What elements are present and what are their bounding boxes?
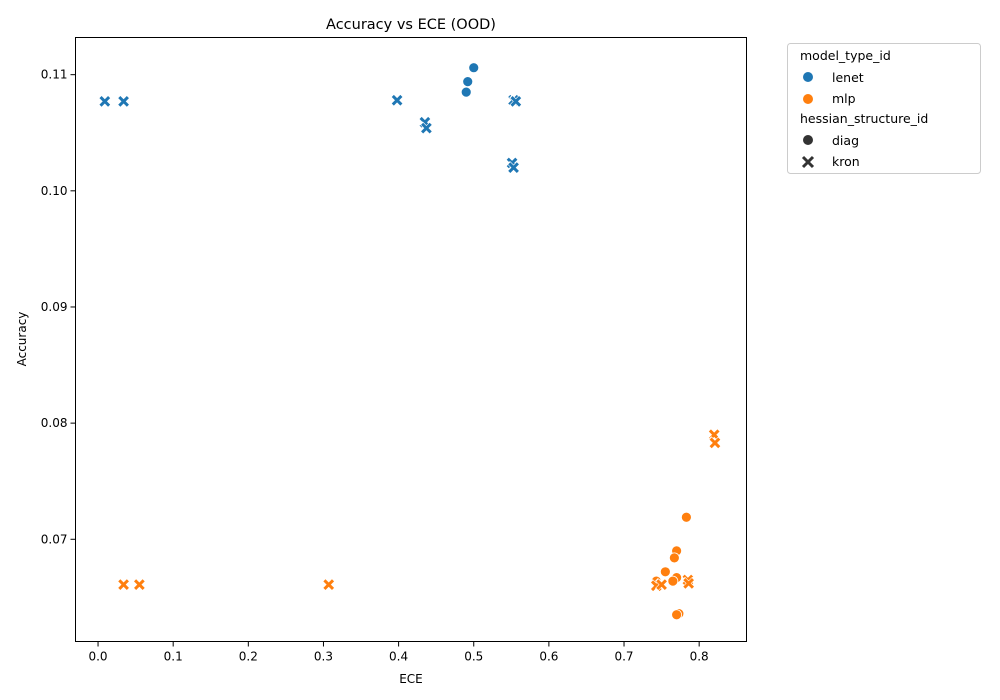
data-point-mlp-kron bbox=[682, 576, 696, 591]
data-point-mlp-diag bbox=[668, 552, 680, 564]
y-axis-title: Accuracy bbox=[15, 312, 29, 367]
data-point-mlp-kron bbox=[655, 578, 669, 592]
chart-title: Accuracy vs ECE (OOD) bbox=[326, 17, 496, 33]
data-point-lenet-kron bbox=[390, 93, 404, 107]
x-axis: 0.0 0.1 0.2 0.3 0.4 0.5 0.6 0.7 0.8 bbox=[88, 641, 709, 664]
legend-frame bbox=[787, 43, 981, 174]
axes-frame bbox=[75, 37, 747, 642]
x-tick-label: 0.3 bbox=[314, 650, 333, 664]
x-tick-label: 0.8 bbox=[690, 650, 709, 664]
data-point-lenet-kron bbox=[117, 94, 131, 108]
legend-label-diag: diag bbox=[832, 133, 859, 148]
y-tick-label: 0.07 bbox=[41, 532, 68, 546]
legend-entry-diag: diag bbox=[803, 133, 859, 148]
legend-label-kron: kron bbox=[832, 154, 860, 169]
y-tick-label: 0.10 bbox=[41, 184, 68, 198]
data-point-mlp-diag bbox=[659, 566, 671, 578]
y-tick-label: 0.08 bbox=[41, 416, 68, 430]
legend: model_type_id lenet mlp hessian_structur… bbox=[787, 43, 981, 174]
legend-label-lenet: lenet bbox=[832, 70, 864, 85]
x-tick-label: 0.2 bbox=[239, 650, 258, 664]
y-axis: 0.07 0.08 0.09 0.10 0.11 bbox=[41, 68, 76, 546]
data-point-lenet-kron bbox=[98, 94, 112, 108]
legend-hue-title: model_type_id bbox=[800, 48, 891, 63]
data-point-lenet-kron bbox=[419, 121, 433, 135]
legend-entry-lenet: lenet bbox=[803, 70, 864, 85]
data-point-mlp-diag bbox=[680, 511, 692, 523]
plot-area bbox=[98, 62, 722, 621]
y-tick-label: 0.11 bbox=[41, 68, 68, 82]
data-point-mlp-kron bbox=[322, 578, 336, 592]
x-axis-title: ECE bbox=[399, 672, 423, 686]
x-tick-label: 0.5 bbox=[464, 650, 483, 664]
x-tick-label: 0.6 bbox=[539, 650, 558, 664]
data-point-mlp-diag bbox=[667, 575, 679, 587]
data-point-lenet-kron bbox=[506, 161, 521, 175]
x-tick-label: 0.7 bbox=[614, 650, 633, 664]
x-tick-label: 0.4 bbox=[389, 650, 408, 664]
data-point-mlp-kron bbox=[708, 436, 722, 450]
data-point-lenet-diag bbox=[468, 62, 480, 74]
legend-label-mlp: mlp bbox=[832, 91, 856, 106]
data-point-lenet-diag bbox=[462, 76, 474, 88]
x-tick-label: 0.1 bbox=[164, 650, 183, 664]
legend-marker-mlp bbox=[803, 94, 813, 104]
x-tick-label: 0.0 bbox=[88, 650, 107, 664]
data-point-lenet-kron bbox=[509, 94, 523, 108]
legend-marker-lenet bbox=[803, 72, 813, 82]
legend-entry-kron: kron bbox=[801, 154, 860, 169]
data-point-mlp-kron bbox=[132, 578, 146, 592]
legend-entry-mlp: mlp bbox=[803, 91, 856, 106]
y-tick-label: 0.09 bbox=[41, 300, 68, 314]
legend-marker-diag bbox=[803, 135, 813, 145]
data-point-mlp-kron bbox=[117, 578, 131, 592]
data-point-lenet-diag bbox=[460, 86, 472, 98]
legend-style-title: hessian_structure_id bbox=[800, 111, 928, 126]
legend-marker-kron bbox=[801, 155, 815, 169]
data-point-mlp-diag bbox=[671, 609, 683, 621]
